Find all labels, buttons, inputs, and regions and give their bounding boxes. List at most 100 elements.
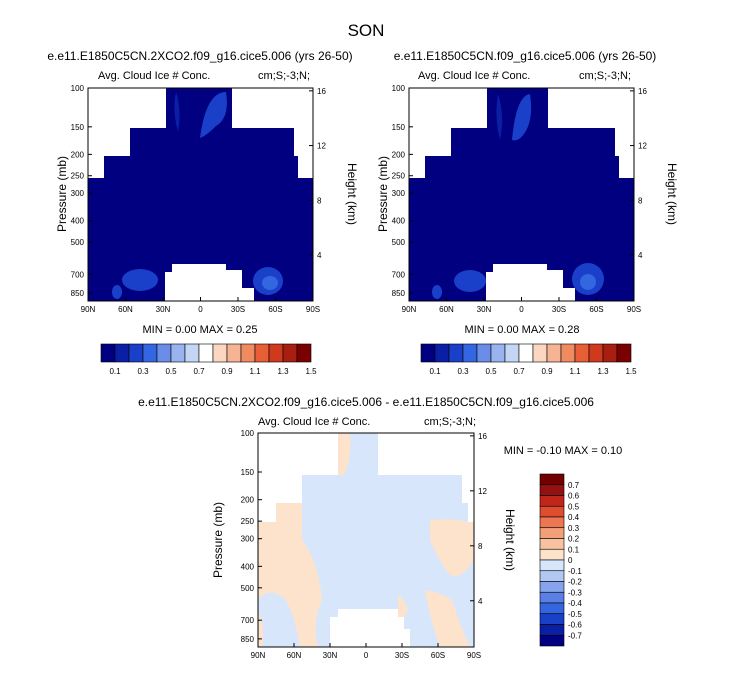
y-tick-label: 850	[241, 635, 255, 644]
colorbar-label: 0.4	[568, 513, 580, 522]
colorbar-swatch	[560, 343, 576, 363]
x-axis: 90N 60N 30N 0 30S 60S 90S	[81, 297, 320, 314]
y-axis-right: 16 12 8 4	[470, 432, 487, 606]
colorbar-swatch	[539, 527, 565, 539]
colorbar-swatch	[539, 570, 565, 582]
colorbar-swatch	[448, 343, 464, 363]
y-tick-label: 100	[71, 84, 85, 93]
y-tick-label: 500	[392, 238, 406, 247]
y-right-tick-label: 8	[638, 196, 643, 205]
colorbar-label: 0.3	[568, 524, 580, 533]
x-tick-label: 90S	[467, 651, 481, 660]
contour-field	[409, 88, 634, 301]
panel-subtitle-right: cm;S;-3;N;	[258, 70, 310, 82]
contour-feature	[258, 610, 264, 647]
x-tick-label: 90N	[251, 651, 266, 660]
y-tick-label: 200	[71, 150, 85, 159]
x-tick-label: 30S	[395, 651, 409, 660]
colorbar-swatch	[170, 343, 186, 363]
colorbar-swatch	[616, 343, 632, 363]
colorbar-swatch	[539, 484, 565, 496]
y-tick-label: 400	[71, 217, 85, 226]
y-tick-label: 700	[392, 270, 406, 279]
y-right-tick-label: 16	[317, 87, 326, 96]
contour-feature	[430, 519, 474, 576]
colorbar-label: 0.6	[568, 492, 580, 501]
x-tick-label: 60N	[118, 305, 133, 314]
y-tick-label: 700	[71, 270, 85, 279]
colorbar-swatch	[539, 634, 565, 647]
min-max-text: MIN = -0.10 MAX = 0.10	[504, 445, 623, 457]
y-axis-label: Pressure (mb)	[376, 156, 390, 232]
colorbar-swatch	[539, 495, 565, 507]
panel-subtitle-left: Avg. Cloud Ice # Conc.	[258, 416, 370, 428]
colorbar-swatch	[539, 538, 565, 550]
colorbar-swatch	[539, 613, 565, 625]
x-tick-label: 60S	[431, 651, 445, 660]
colorbar-label: 0.7	[513, 367, 525, 376]
panel-title: e.e11.E1850C5CN.2XCO2.f09_g16.cice5.006 …	[138, 395, 594, 409]
y-tick-label: 200	[392, 150, 406, 159]
colorbar-label: 0.1	[429, 367, 441, 376]
y-axis-label-right: Height (km)	[665, 163, 679, 225]
colorbar-label: 0.1	[568, 545, 580, 554]
colorbar-swatch	[574, 343, 590, 363]
colorbar-swatch	[476, 343, 492, 363]
colorbar-swatch	[296, 343, 312, 363]
colorbar-swatch	[532, 343, 548, 363]
colorbar-swatch	[226, 343, 242, 363]
y-tick-label: 100	[241, 429, 255, 438]
x-tick-label: 30N	[323, 651, 338, 660]
colorbar-swatch	[546, 343, 562, 363]
contour-feature	[580, 274, 596, 290]
x-tick-label: 60S	[589, 305, 603, 314]
colorbar-label: 0.1	[109, 367, 121, 376]
mask-top-right	[378, 433, 474, 522]
colorbar-swatch	[539, 505, 565, 518]
colorbar-label: 0.2	[568, 535, 580, 544]
colorbar: 0.1 0.3 0.5 0.7 0.9 1.1 1.3 1.5	[100, 343, 317, 376]
y-tick-label: 850	[71, 289, 85, 298]
y-axis-left: 100 150 200 250 300 400 500 700 850	[392, 84, 413, 298]
mask-top-right	[232, 88, 313, 178]
contour-feature	[200, 92, 227, 138]
y-axis-label: Pressure (mb)	[211, 502, 225, 578]
y-tick-label: 150	[71, 123, 85, 132]
x-tick-label: 0	[519, 305, 524, 314]
x-tick-label: 30S	[552, 305, 566, 314]
x-tick-label: 60N	[287, 651, 302, 660]
min-max-text: MIN = 0.00 MAX = 0.28	[465, 324, 580, 336]
panel-top-right: e.e11.E1850C5CN.f09_g16.cice5.006 (yrs 2…	[376, 49, 679, 376]
colorbar-swatch	[539, 548, 565, 561]
colorbar-label: 0.3	[457, 367, 469, 376]
y-tick-label: 150	[392, 123, 406, 132]
x-tick-label: 30N	[156, 305, 171, 314]
colorbar-swatch	[504, 343, 520, 363]
colorbar: 0.7 0.60.5 0.4 0.3 0.20.1 0 -0.1 -0.2-0.3 -0.4 -0…	[539, 473, 582, 647]
colorbar-swatch	[212, 343, 228, 363]
y-right-tick-label: 16	[638, 87, 647, 96]
mask-surface	[165, 264, 254, 301]
y-tick-label: 300	[241, 535, 255, 544]
contour-feature	[112, 285, 122, 299]
colorbar-swatch	[420, 343, 436, 363]
y-tick-label: 300	[71, 189, 85, 198]
colorbar-label: 0.3	[137, 367, 149, 376]
colorbar-swatch	[100, 343, 116, 363]
colorbar-label: 1.1	[249, 367, 261, 376]
panel-title: e.e11.E1850C5CN.2XCO2.f09_g16.cice5.006 …	[47, 49, 352, 63]
y-right-tick-label: 12	[638, 142, 647, 151]
y-tick-label: 700	[241, 616, 255, 625]
contour-feature	[496, 94, 503, 140]
colorbar-swatch	[184, 343, 200, 363]
panel-top-left: e.e11.E1850C5CN.2XCO2.f09_g16.cice5.006 …	[47, 49, 359, 376]
y-tick-label: 200	[241, 496, 255, 505]
y-axis-label-right: Height (km)	[345, 163, 359, 225]
y-right-tick-label: 16	[478, 432, 487, 441]
colorbar-swatch	[588, 343, 604, 363]
x-tick-label: 90N	[81, 305, 96, 314]
x-tick-label: 0	[198, 305, 203, 314]
contour-feature	[262, 276, 278, 290]
y-tick-label: 250	[392, 172, 406, 181]
